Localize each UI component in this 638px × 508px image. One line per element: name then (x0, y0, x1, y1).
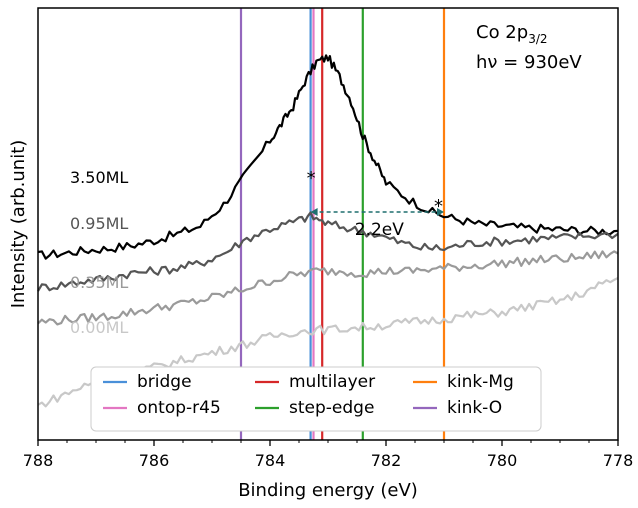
curve-0.35ML (37, 250, 619, 326)
photon-energy-label: hν = 930eV (476, 52, 582, 73)
spectra-curves: 3.50ML 0.95ML 0.35ML 0.00ML (37, 54, 619, 408)
curve-label-0.35ML: 0.35ML (70, 273, 128, 292)
legend-label-kink-Mg: kink-Mg (447, 372, 514, 392)
peak-marker-2: * (434, 196, 443, 217)
x-tick-label-784: 784 (255, 451, 286, 470)
gap-arrowhead-left (310, 208, 318, 216)
x-axis-label: Binding energy (eV) (238, 480, 418, 501)
y-axis-label: Intensity (arb.unit) (8, 140, 29, 309)
curve-0.95ML (37, 211, 619, 292)
curve-label-3.50ML: 3.50ML (70, 168, 128, 187)
x-tick-label-782: 782 (371, 451, 402, 470)
legend-label-step-edge: step-edge (289, 398, 374, 418)
gap-label: 2.2eV (355, 220, 404, 240)
edge-label: Co 2p3/2 (476, 22, 548, 46)
gap-arrowhead-right (437, 208, 444, 216)
x-tick-label-778: 778 (603, 451, 634, 470)
x-tick-label-788: 788 (23, 451, 54, 470)
peak-marker-1: * (307, 168, 316, 189)
x-axis-ticks: 788 786 784 782 780 778 (23, 440, 634, 470)
edge-label-main: Co 2p (476, 22, 528, 43)
curve-label-0.95ML: 0.95ML (70, 214, 128, 233)
curve-label-0.00ML: 0.00ML (70, 318, 128, 337)
x-tick-label-786: 786 (139, 451, 170, 470)
curve-3.50ML (37, 54, 619, 260)
legend: bridge multilayer kink-Mg ontop-r45 step-edg… (90, 366, 542, 432)
gap-annotation: 2.2eV * * (307, 168, 444, 240)
legend-label-kink-O: kink-O (447, 398, 502, 418)
x-tick-label-780: 780 (487, 451, 518, 470)
edge-label-sub: 3/2 (528, 32, 547, 46)
legend-label-ontop-r45: ontop-r45 (137, 398, 221, 418)
legend-label-bridge: bridge (137, 372, 192, 392)
legend-label-multilayer: multilayer (289, 372, 375, 392)
